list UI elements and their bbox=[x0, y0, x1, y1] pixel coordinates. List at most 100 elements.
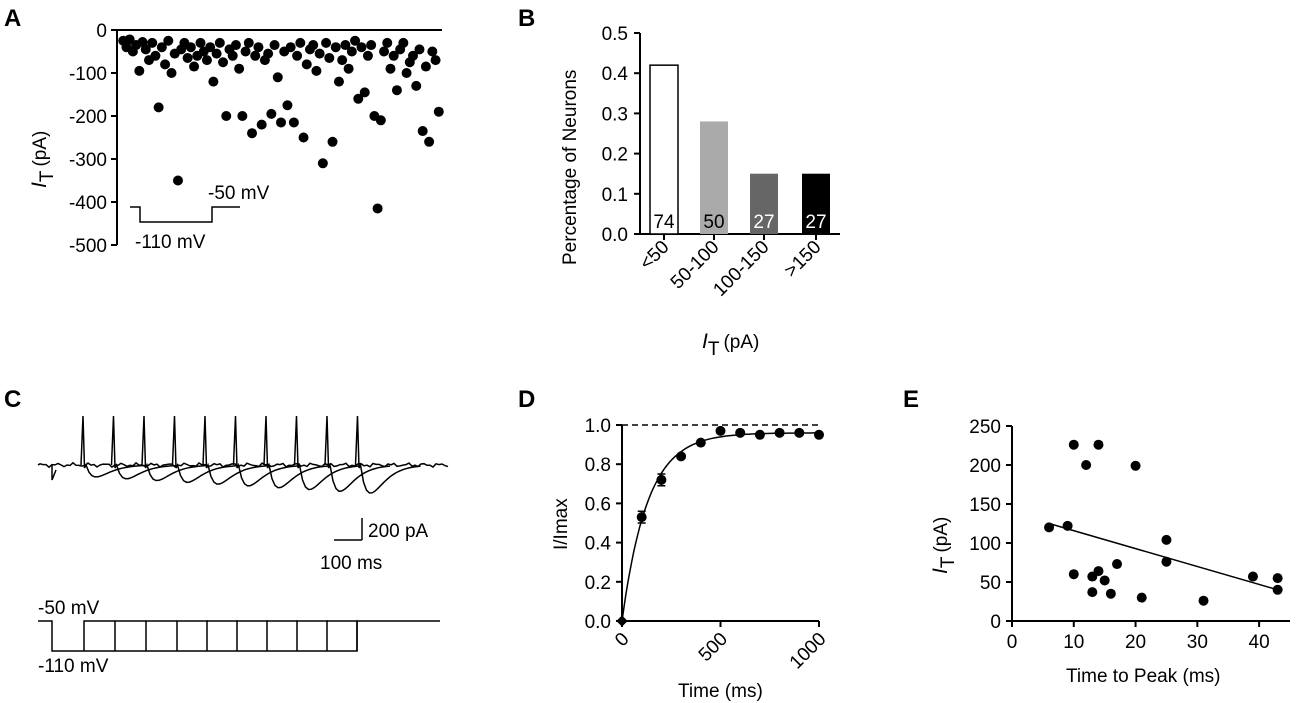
e-y-tick-label: 150 bbox=[969, 495, 1001, 516]
d-data-point bbox=[616, 615, 628, 627]
b-bar-count: 27 bbox=[753, 212, 774, 233]
a-data-point bbox=[160, 59, 171, 70]
a-data-point bbox=[243, 37, 254, 48]
e-data-point bbox=[1093, 566, 1104, 577]
a-data-point bbox=[417, 126, 428, 137]
a-y-tick-label: -300 bbox=[69, 150, 107, 171]
a-data-point bbox=[124, 34, 135, 45]
a-data-point bbox=[382, 37, 393, 48]
c-current-trace bbox=[232, 415, 299, 487]
c-protocol-step bbox=[83, 620, 115, 651]
a-data-point bbox=[430, 55, 441, 66]
panel-a: A 0 -100 -200 -300 -400 -500 IT(pA) -50 mV -1… bbox=[4, 5, 444, 257]
e-y-tick-label: 50 bbox=[980, 573, 1001, 594]
e-data-point bbox=[1272, 584, 1283, 595]
a-data-point bbox=[391, 85, 402, 96]
c-trace-artifact bbox=[51, 465, 57, 481]
d-data-point bbox=[814, 429, 824, 440]
a-data-point bbox=[340, 40, 351, 51]
e-data-point bbox=[1161, 556, 1172, 567]
c-current-trace bbox=[263, 415, 330, 489]
a-data-point bbox=[427, 46, 438, 57]
d-data-point bbox=[774, 427, 785, 438]
a-data-point bbox=[311, 65, 322, 76]
a-y-tick-label: 0 bbox=[96, 21, 107, 42]
a-data-point bbox=[350, 35, 361, 46]
a-data-point bbox=[285, 42, 296, 53]
d-data-point bbox=[754, 429, 765, 440]
a-data-point bbox=[420, 61, 431, 72]
panel-c-scale-current: 200 pA bbox=[368, 521, 429, 542]
a-data-point bbox=[375, 115, 386, 126]
a-data-point bbox=[327, 136, 338, 147]
panel-e-ticks: 0 50 100 150 200 250 0 10 20 30 40 bbox=[969, 417, 1269, 653]
panel-b-label: B bbox=[518, 5, 535, 32]
panel-d-x-label: Time (ms) bbox=[678, 681, 763, 702]
a-data-point bbox=[337, 55, 348, 66]
a-data-point bbox=[401, 68, 412, 78]
c-protocol-step bbox=[114, 620, 146, 651]
b-bar-count: 74 bbox=[653, 212, 675, 233]
a-data-point bbox=[237, 111, 248, 121]
d-y-tick-label: 0.8 bbox=[585, 455, 611, 476]
panel-a-y-label: IT(pA) bbox=[28, 131, 58, 188]
c-protocol-step bbox=[326, 620, 358, 651]
a-data-point bbox=[214, 37, 225, 48]
b-y-tick-label: 0.2 bbox=[602, 145, 628, 166]
a-data-point bbox=[269, 40, 280, 51]
a-data-point bbox=[424, 136, 435, 147]
a-data-point bbox=[218, 57, 229, 68]
b-bar-count: 50 bbox=[703, 212, 724, 233]
a-data-point bbox=[221, 111, 232, 121]
a-data-point bbox=[353, 93, 364, 104]
a-data-point bbox=[172, 175, 183, 186]
d-y-tick-label: 0.4 bbox=[585, 534, 612, 555]
e-x-tick-label: 40 bbox=[1249, 632, 1270, 653]
d-data-point bbox=[715, 425, 726, 436]
a-y-tick-label: -500 bbox=[69, 236, 107, 257]
e-x-tick-label: 30 bbox=[1187, 632, 1208, 653]
c-protocol-step bbox=[236, 620, 268, 651]
a-data-point bbox=[362, 50, 373, 61]
a-data-point bbox=[153, 102, 164, 113]
d-data-point bbox=[735, 427, 746, 438]
a-data-point bbox=[201, 55, 212, 66]
e-data-point bbox=[1062, 520, 1073, 531]
e-y-tick-label: 250 bbox=[969, 417, 1001, 438]
d-data-point bbox=[636, 512, 647, 523]
panel-a-label: A bbox=[4, 5, 21, 32]
a-data-point bbox=[288, 117, 299, 128]
e-y-tick-label: 0 bbox=[990, 612, 1001, 633]
a-data-point bbox=[211, 48, 222, 59]
panel-e-data-points bbox=[1044, 439, 1283, 606]
b-y-tick-label: 0.4 bbox=[602, 64, 629, 85]
b-bar-count: 27 bbox=[805, 212, 826, 233]
a-data-point bbox=[414, 44, 425, 55]
a-data-point bbox=[433, 106, 444, 117]
a-data-point bbox=[366, 40, 377, 51]
a-data-point bbox=[185, 42, 196, 53]
a-data-point bbox=[182, 52, 193, 63]
b-y-tick-label: 0.5 bbox=[602, 24, 628, 45]
c-current-trace bbox=[293, 415, 360, 491]
panel-b-y-label: Percentage of Neurons bbox=[560, 70, 581, 265]
panel-e-label: E bbox=[903, 386, 919, 413]
e-data-point bbox=[1068, 569, 1079, 580]
a-data-point bbox=[276, 117, 286, 128]
a-data-point bbox=[359, 87, 370, 98]
panel-a-protocol-inset bbox=[130, 206, 240, 223]
a-data-point bbox=[195, 37, 206, 48]
a-data-point bbox=[234, 63, 245, 74]
panel-d-y-label: I/Imax bbox=[551, 498, 572, 550]
panel-c: C 200 pA 100 ms -50 mV -110 mV bbox=[4, 386, 449, 677]
panel-c-current-traces bbox=[37, 415, 449, 494]
a-data-point bbox=[227, 50, 238, 61]
e-y-tick-label: 100 bbox=[969, 534, 1001, 555]
panel-c-scale-bar bbox=[334, 518, 363, 541]
a-data-point bbox=[208, 76, 219, 87]
b-x-tick-label: >150 bbox=[780, 237, 825, 282]
a-data-point bbox=[301, 59, 312, 70]
a-data-point bbox=[343, 63, 354, 74]
c-current-trace bbox=[110, 415, 177, 480]
a-y-tick-label: -100 bbox=[69, 64, 107, 85]
